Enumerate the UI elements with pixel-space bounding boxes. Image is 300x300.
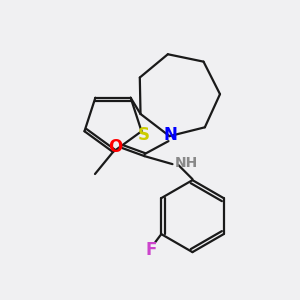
Text: N: N	[164, 126, 177, 144]
Text: S: S	[137, 126, 149, 144]
Text: O: O	[108, 138, 123, 156]
Text: NH: NH	[175, 156, 198, 170]
Text: F: F	[146, 241, 157, 259]
